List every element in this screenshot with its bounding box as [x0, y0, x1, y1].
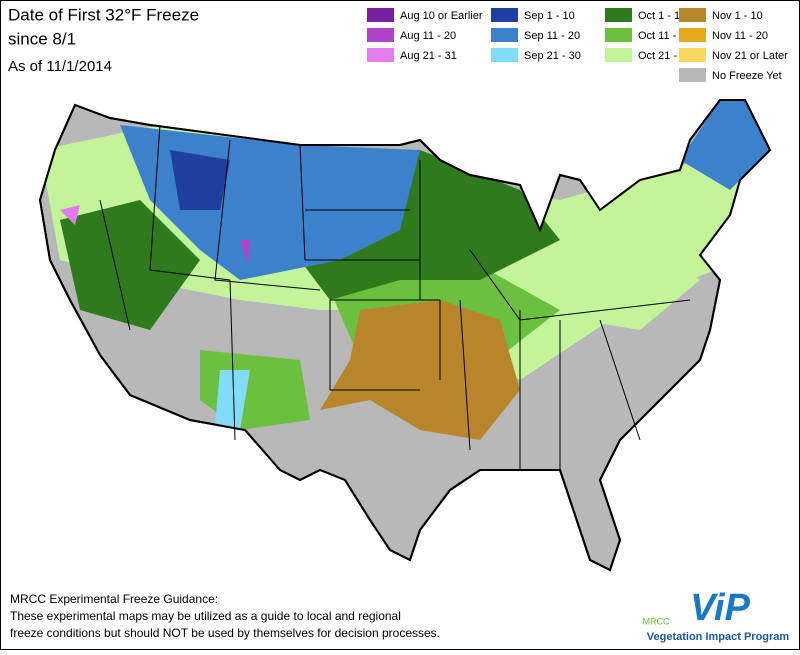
footer-line: freeze conditions but should NOT be used… — [10, 626, 440, 640]
subtitle: since 8/1 — [8, 29, 76, 48]
legend-label: Nov 21 or Later — [712, 50, 788, 62]
freeze-zone — [60, 200, 200, 330]
legend-swatch — [679, 28, 706, 42]
legend-swatch — [367, 48, 394, 62]
as-of-date: As of 11/1/2014 — [8, 58, 112, 75]
legend-swatch — [679, 48, 706, 62]
legend-label: Aug 21 - 31 — [400, 50, 457, 62]
legend-swatch — [491, 8, 518, 22]
freeze-zone — [215, 370, 250, 430]
legend-swatch — [605, 28, 632, 42]
legend-label: Oct 11 - 20 — [638, 30, 692, 42]
freeze-zone — [320, 300, 520, 440]
freeze-zone — [680, 100, 770, 190]
freeze-zones — [40, 100, 770, 440]
legend-label: Nov 11 - 20 — [712, 30, 768, 42]
state-borders — [99, 124, 691, 470]
legend-swatch — [679, 8, 706, 22]
legend-label: Oct 21 - 31 — [638, 50, 692, 62]
legend-label: Aug 11 - 20 — [400, 30, 456, 42]
legend-label: Aug 10 or Earlier — [400, 10, 483, 22]
title: Date of First 32°F Freeze — [8, 5, 199, 24]
legend-swatch — [491, 48, 518, 62]
legend-swatch — [491, 28, 518, 42]
legend-label: Sep 11 - 20 — [524, 30, 580, 42]
legend-swatch — [605, 8, 632, 22]
map-area — [39, 99, 771, 571]
logo-org: MRCC — [643, 616, 670, 626]
legend-swatch — [679, 68, 706, 82]
freeze-zone — [560, 250, 700, 330]
footer-heading: MRCC Experimental Freeze Guidance: — [10, 592, 218, 606]
legend-swatch — [605, 48, 632, 62]
legend-label: Sep 21 - 30 — [524, 50, 581, 62]
legend-label: Sep 1 - 10 — [524, 10, 575, 22]
freeze-zone — [170, 150, 230, 210]
legend-label: Oct 1 - 10 — [638, 10, 686, 22]
freeze-zone — [60, 205, 80, 225]
legend-label: Nov 1 - 10 — [712, 10, 763, 22]
legend-swatch — [367, 28, 394, 42]
legend-label: No Freeze Yet — [712, 70, 782, 82]
footer-line: These experimental maps may be utilized … — [10, 609, 401, 623]
legend-swatch — [367, 8, 394, 22]
freeze-zone — [240, 240, 250, 265]
logo-name: ViP — [690, 587, 750, 629]
logo-tagline: Vegetation Impact Program — [647, 631, 790, 643]
